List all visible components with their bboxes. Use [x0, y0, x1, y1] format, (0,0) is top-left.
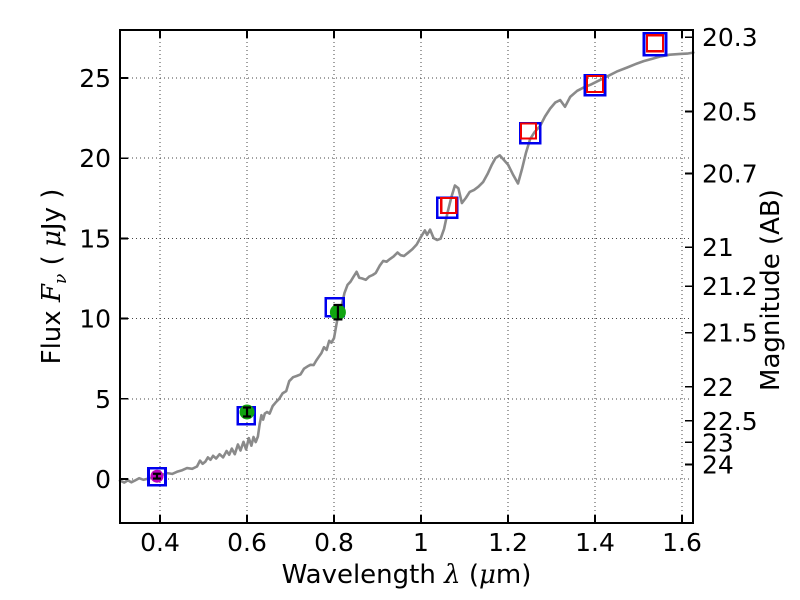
- red-square-marker: [519, 122, 538, 140]
- y-tick-label-left: 0: [95, 465, 111, 494]
- y-tick-label-right: 21.2: [702, 272, 758, 301]
- y-axis-label-left: Flux Fν ( μJy ): [37, 189, 71, 365]
- x-tick-label: 0.8: [314, 528, 354, 557]
- red-square-marker: [585, 74, 605, 94]
- spectrum-curve: [118, 51, 695, 484]
- y-tick-label-right: 24: [702, 450, 734, 479]
- y-tick-label-left: 25: [79, 64, 111, 93]
- y-tick-label-right: 22: [702, 373, 734, 402]
- y-tick-label-left: 20: [79, 144, 111, 173]
- x-axis-label: Wavelength λ (μm): [282, 560, 532, 590]
- y-tick-label-left: 5: [95, 385, 111, 414]
- y-tick-label-left: 15: [79, 224, 111, 253]
- x-tick-label: 1.4: [575, 528, 615, 557]
- plot-frame: [119, 29, 694, 524]
- x-tick-label: 1: [413, 528, 429, 557]
- x-tick-label: 1.2: [488, 528, 528, 557]
- y-axis-label-right: Magnitude (AB): [756, 189, 786, 391]
- y-tick-label-left: 10: [79, 305, 111, 334]
- x-tick-label: 0.6: [227, 528, 267, 557]
- blue-square-marker: [147, 466, 167, 487]
- y-tick-label-right: 20.7: [702, 159, 758, 188]
- x-tick-label: 1.6: [662, 528, 702, 557]
- y-tick-label-right: 23: [702, 428, 734, 457]
- y-tick-label-right: 21.5: [702, 319, 758, 348]
- red-square-marker: [440, 196, 458, 215]
- x-tick-label: 0.4: [140, 528, 180, 557]
- y-tick-label-right: 20.5: [702, 97, 758, 126]
- y-tick-label-right: 22.5: [702, 407, 758, 436]
- y-tick-label-right: 20.3: [702, 23, 758, 52]
- blue-square-marker: [642, 31, 668, 57]
- y-tick-label-right: 21: [702, 233, 734, 262]
- red-square-marker: [645, 34, 665, 53]
